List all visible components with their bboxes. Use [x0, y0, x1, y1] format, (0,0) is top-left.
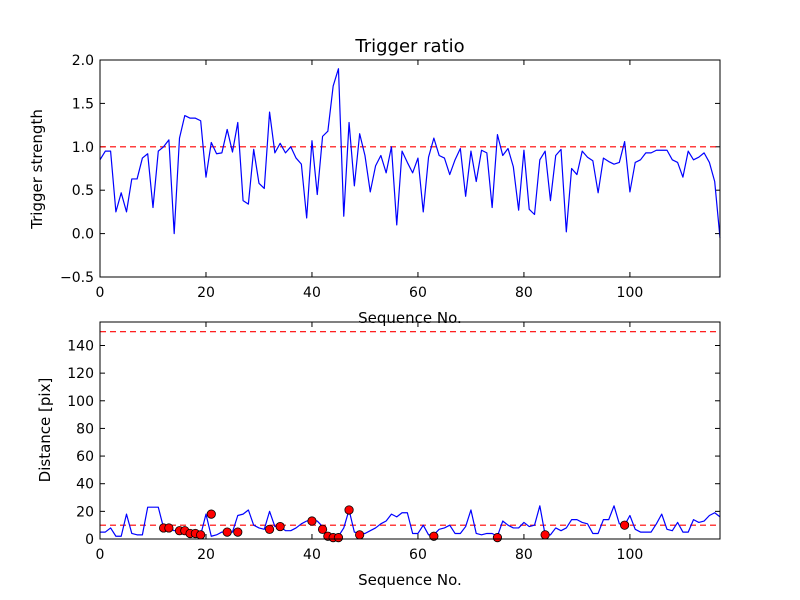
y-tick-label: 2.0 — [72, 53, 94, 69]
data-point-marker — [492, 533, 503, 543]
data-point-marker — [222, 527, 232, 537]
bottom-plot-content — [100, 331, 721, 543]
y-tick-label: 60 — [76, 449, 94, 465]
x-tick-label: 0 — [96, 285, 105, 301]
series-line — [99, 68, 721, 238]
data-point-marker — [429, 531, 439, 541]
x-tick-label: 20 — [197, 547, 215, 563]
data-point-marker — [317, 524, 328, 534]
y-tick-label: 80 — [76, 421, 94, 437]
y-tick-label: 100 — [67, 394, 94, 410]
x-tick-label: 0 — [96, 547, 105, 563]
bottom-ticks — [99, 322, 720, 540]
x-tick-label: 80 — [515, 285, 533, 301]
bottom-tick-labels: 0 20 40 60 80 100 0 20 40 60 80 100 120 140 — [67, 338, 643, 563]
data-point-marker — [206, 509, 216, 519]
chart-title: Trigger ratio — [354, 36, 464, 57]
data-point-marker — [233, 527, 243, 537]
distance-plot: 0 20 40 60 80 100 0 20 40 60 80 100 120 140 Sequence … — [36, 321, 721, 589]
top-x-axis-label: Sequence No. — [358, 309, 462, 327]
x-tick-label: 100 — [617, 547, 644, 563]
y-tick-label: 120 — [67, 366, 94, 382]
y-tick-label: 1.5 — [72, 96, 94, 112]
bottom-y-axis-label: Distance [pix] — [36, 378, 54, 483]
y-tick-label: 0 — [85, 532, 94, 548]
data-point-marker — [540, 530, 550, 540]
data-point-marker — [196, 530, 206, 540]
trigger-ratio-plot: Trigger ratio 0 20 40 60 80 100 −0.5 0.0 0.5 1.0 1… — [28, 36, 721, 327]
data-point-marker — [275, 521, 285, 532]
y-tick-label: 0.0 — [72, 227, 94, 243]
y-tick-label: 140 — [67, 338, 94, 354]
bottom-axes-frame — [99, 321, 721, 540]
x-tick-label: 100 — [617, 285, 644, 301]
x-tick-label: 60 — [409, 285, 427, 301]
top-axes-frame — [99, 59, 721, 278]
y-tick-label: 1.0 — [72, 140, 94, 156]
x-tick-label: 20 — [197, 285, 215, 301]
y-tick-label: 20 — [76, 504, 94, 520]
data-point-marker — [164, 523, 174, 533]
x-tick-label: 40 — [303, 285, 321, 301]
data-point-marker — [307, 516, 317, 526]
top-y-axis-label: Trigger strength — [28, 109, 46, 230]
x-tick-label: 60 — [409, 547, 427, 563]
data-point-marker — [344, 505, 354, 515]
y-tick-label: 40 — [76, 477, 94, 493]
x-tick-label: 40 — [303, 547, 321, 563]
top-tick-labels: 0 20 40 60 80 100 −0.5 0.0 0.5 1.0 1.5 2.0 — [60, 53, 643, 301]
data-point-marker — [355, 530, 365, 540]
y-tick-label: 0.5 — [72, 183, 94, 199]
data-point-marker — [264, 524, 275, 534]
series-line — [100, 505, 721, 537]
x-tick-label: 80 — [515, 547, 533, 563]
data-point-marker — [620, 520, 630, 530]
bottom-x-axis-label: Sequence No. — [358, 571, 462, 589]
y-tick-label: −0.5 — [60, 270, 94, 286]
data-point-marker — [333, 533, 344, 543]
top-plot-content — [99, 68, 721, 238]
